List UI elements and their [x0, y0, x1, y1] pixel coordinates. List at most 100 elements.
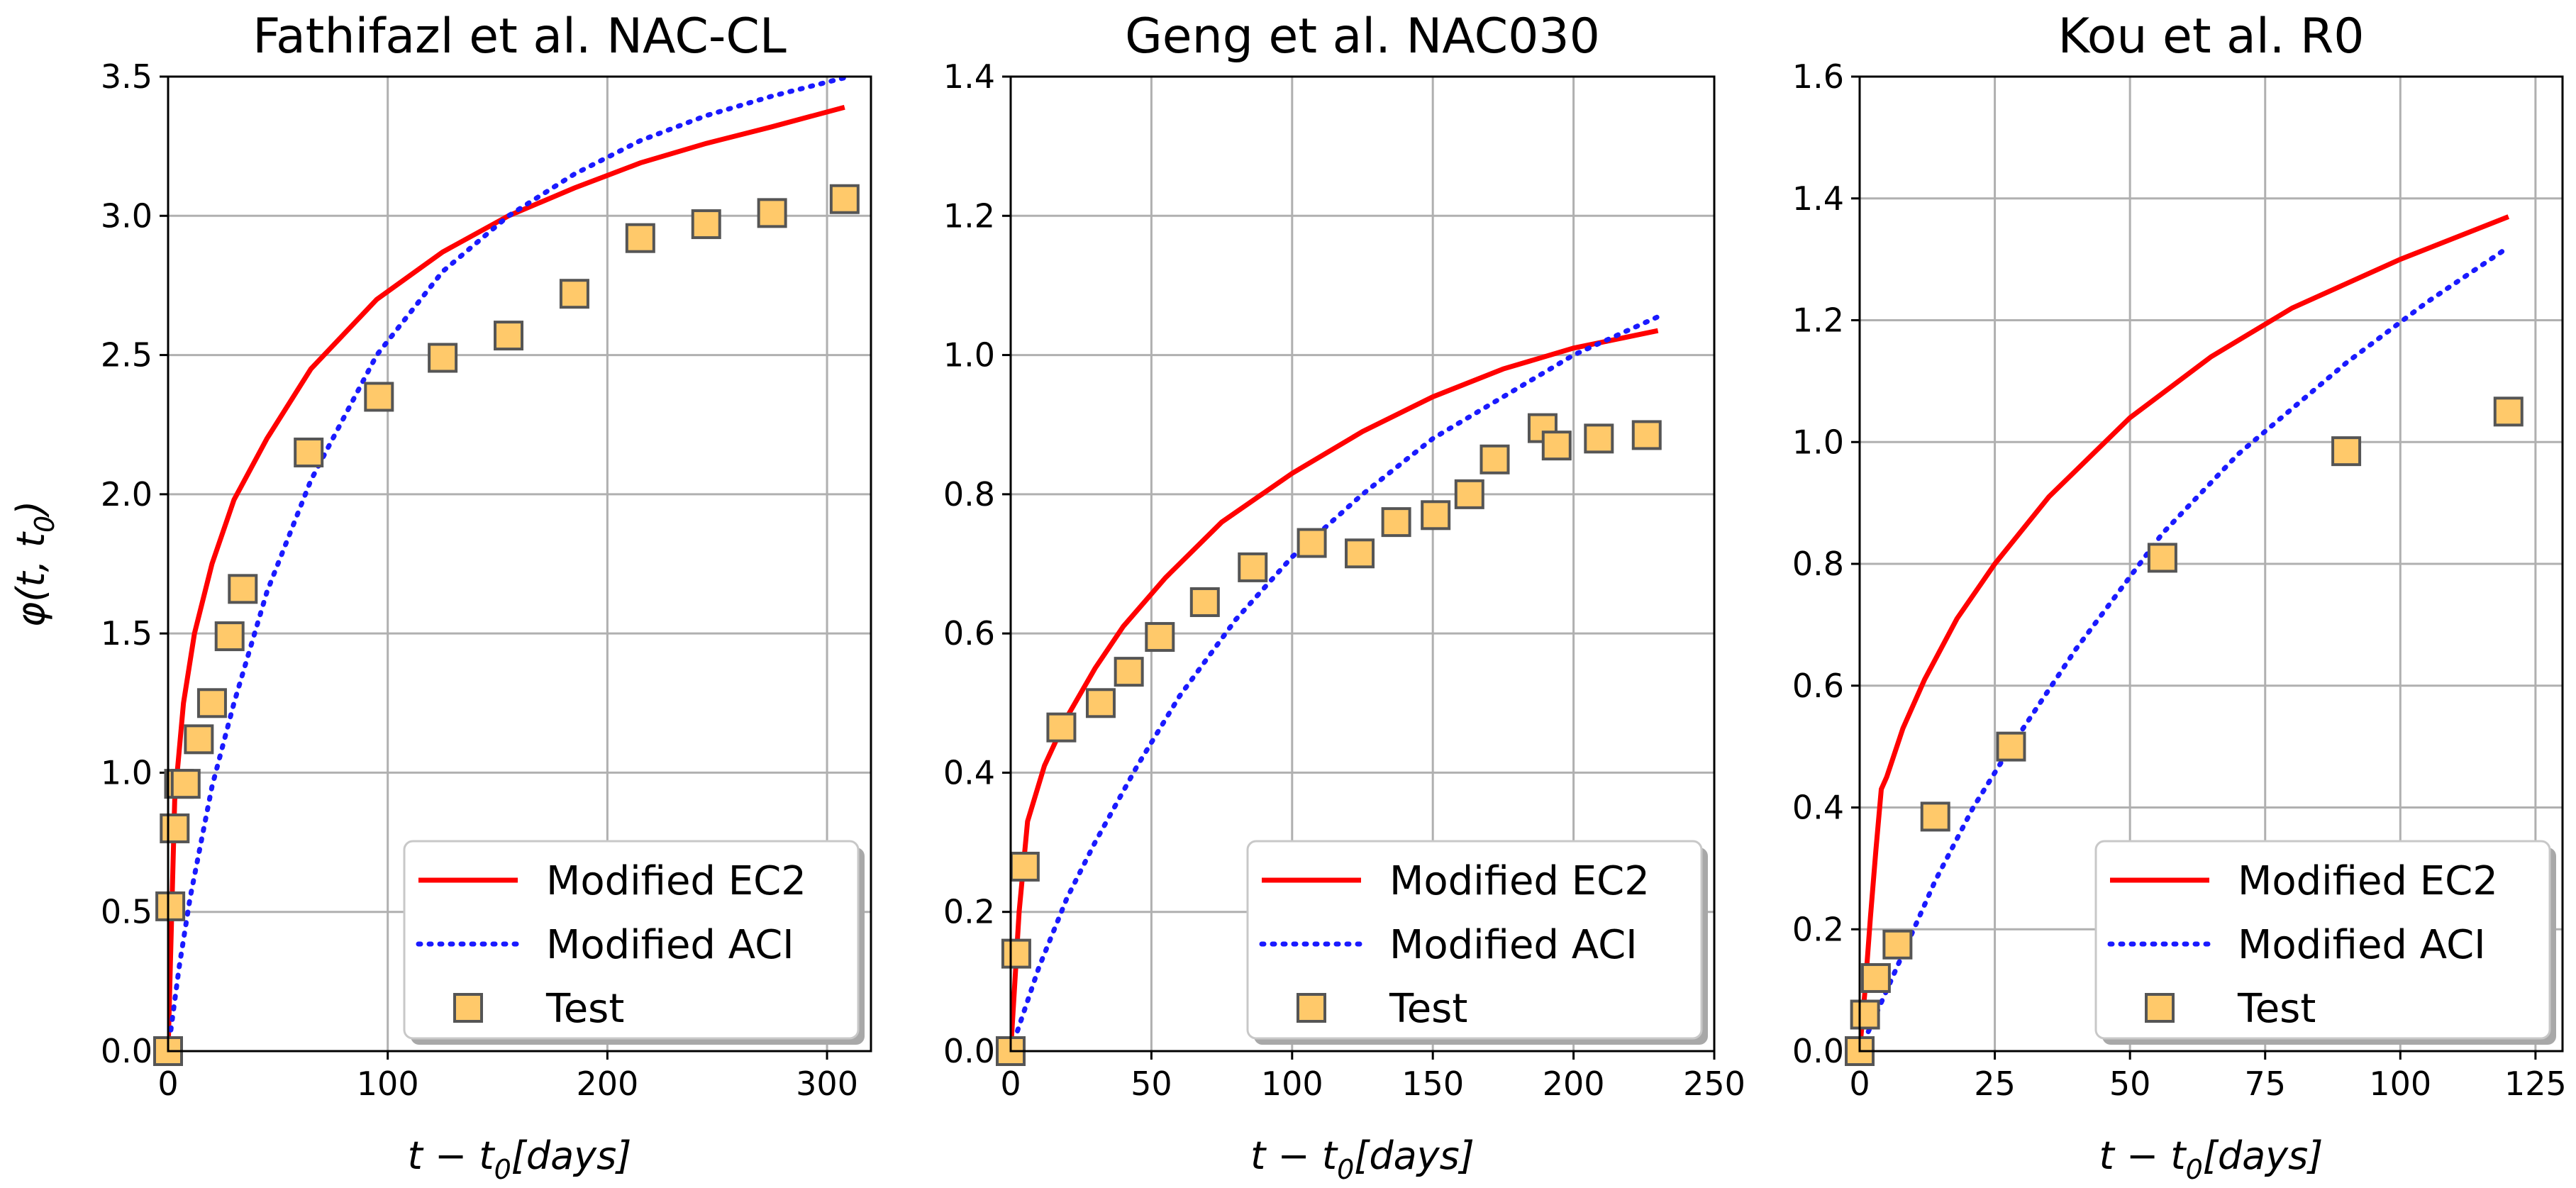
test-data-point — [1114, 657, 1144, 687]
test-data-point — [1189, 587, 1220, 617]
plot-data — [1860, 214, 2511, 1051]
chart-panel-2: 0 50 100 150 200 250 0.0 0.2 0.4 0.6 0.8 1.0 1.2 1.4 G… — [943, 9, 1745, 1185]
test-data-point — [1046, 712, 1077, 743]
y-tick-label: 1.0 — [943, 336, 995, 374]
x-tick-label: 125 — [2504, 1065, 2567, 1103]
legend-test-marker — [453, 993, 483, 1023]
x-axis-label-sub: 0 — [1337, 1154, 1354, 1185]
test-data-point — [2147, 543, 2177, 573]
test-data-point — [2331, 436, 2362, 467]
y-tick-label: 1.4 — [943, 57, 995, 96]
y-tick-label: 1.0 — [101, 753, 152, 792]
test-data-point — [559, 279, 589, 309]
x-tick-label: 0 — [157, 1065, 178, 1103]
test-data-point — [170, 769, 201, 799]
plot-frame — [1858, 75, 2564, 1053]
test-data-point — [228, 574, 258, 604]
y-tick-label: 2.5 — [101, 336, 152, 374]
plot-frame — [1009, 75, 1716, 1053]
chart-title: Geng et al. NAC030 — [1125, 9, 1600, 65]
y-axis-label: φ(t, t0) — [9, 501, 60, 628]
test-data-point — [184, 724, 214, 755]
x-tick-label: 50 — [2109, 1065, 2151, 1103]
y-tick-label: 0.8 — [1792, 545, 1844, 583]
x-axis-label-sub: 0 — [494, 1154, 511, 1185]
test-data-point — [1001, 938, 1031, 969]
x-tick-label: 300 — [796, 1065, 858, 1103]
y-tick-label: 1.0 — [1792, 423, 1844, 461]
test-data-point — [160, 813, 190, 843]
test-data-point — [364, 382, 394, 412]
x-axis-label-unit: [days] — [1354, 1133, 1475, 1178]
test-data-point — [1297, 528, 1327, 558]
test-data-point — [1345, 538, 1375, 569]
test-data-point — [691, 209, 721, 240]
chart-panel-1: 0 100 200 300 0.0 0.5 1.0 1.5 2.0 2.5 3.0 3.5 Fathif… — [9, 9, 872, 1185]
y-tick-label: 0.6 — [1792, 667, 1844, 705]
y-tick-label: 0.0 — [1792, 1032, 1844, 1070]
x-tick-label: 100 — [2369, 1065, 2431, 1103]
test-data-point — [1421, 500, 1451, 531]
modified-aci-line — [1860, 245, 2511, 1051]
modified-ec2-line — [1011, 328, 1659, 1051]
y-tick-label: 0.6 — [943, 614, 995, 653]
y-axis-label-close: ) — [9, 501, 53, 518]
modified-ec2-line — [168, 104, 845, 1051]
y-tick-label: 1.4 — [1792, 179, 1844, 218]
test-data-point — [214, 621, 245, 652]
legend-box — [1246, 840, 1703, 1040]
test-data-point — [196, 688, 227, 718]
y-tick-label: 3.0 — [101, 196, 152, 235]
legend-entry-label: Modified EC2 — [546, 858, 806, 904]
x-tick-label: 50 — [1131, 1065, 1172, 1103]
modified-aci-line — [168, 77, 852, 1051]
test-data-point — [1882, 929, 1913, 960]
test-data-point — [1996, 731, 2026, 762]
test-data-point — [1850, 999, 1880, 1030]
legend-entry-label: Modified EC2 — [1389, 858, 1650, 904]
test-data-point — [1085, 688, 1116, 718]
y-tick-label: 1.2 — [943, 196, 995, 235]
legend: Modified EC2 Modified ACI Test — [403, 840, 865, 1045]
legend-test-marker — [2145, 993, 2175, 1023]
x-tick-label: 0 — [1849, 1065, 1870, 1103]
modified-ec2-line — [1860, 214, 2510, 1051]
x-axis-label: t − t0[days] — [408, 1133, 632, 1185]
legend-entry-label: Test — [2237, 986, 2316, 1032]
legend-entry-label: Test — [1389, 986, 1467, 1032]
legend-entry-label: Modified ACI — [2238, 922, 2486, 968]
y-tick-label: 2.0 — [101, 475, 152, 513]
test-data-point — [2493, 396, 2524, 427]
x-tick-label: 200 — [576, 1065, 638, 1103]
test-data-point — [1860, 962, 1891, 993]
test-data-point — [1584, 423, 1614, 454]
y-tick-label: 0.2 — [943, 893, 995, 931]
x-axis-label-sub: 0 — [2186, 1154, 2203, 1185]
x-axis-label-main: t − t — [2099, 1133, 2187, 1178]
y-tick-label: 1.6 — [1792, 57, 1844, 96]
test-data-point — [294, 437, 324, 467]
test-data-point — [494, 321, 524, 351]
test-data-point — [428, 343, 458, 373]
legend-box — [403, 840, 860, 1040]
plot-data — [1011, 314, 1661, 1051]
x-axis-label: t − t0[days] — [2099, 1133, 2324, 1185]
plot-frame — [167, 75, 872, 1053]
test-data-point — [1238, 552, 1268, 582]
test-data-point — [757, 198, 787, 228]
plot-data — [168, 77, 852, 1051]
test-data-point — [829, 184, 860, 214]
x-axis-label-main: t − t — [1250, 1133, 1338, 1178]
legend-test-marker — [1297, 993, 1326, 1023]
x-tick-label: 250 — [1683, 1065, 1745, 1103]
y-tick-label: 0.8 — [943, 475, 995, 513]
test-data-point — [1631, 420, 1662, 450]
y-tick-label: 0.4 — [1792, 789, 1844, 827]
x-axis-label-unit: [days] — [511, 1133, 632, 1178]
legend-entry-label: Modified ACI — [1389, 922, 1638, 968]
test-data-point — [625, 223, 655, 253]
x-tick-label: 150 — [1401, 1065, 1464, 1103]
legend-entry-label: Modified EC2 — [2238, 858, 2498, 904]
y-tick-label: 1.5 — [101, 614, 152, 653]
test-data-point — [1009, 851, 1040, 882]
